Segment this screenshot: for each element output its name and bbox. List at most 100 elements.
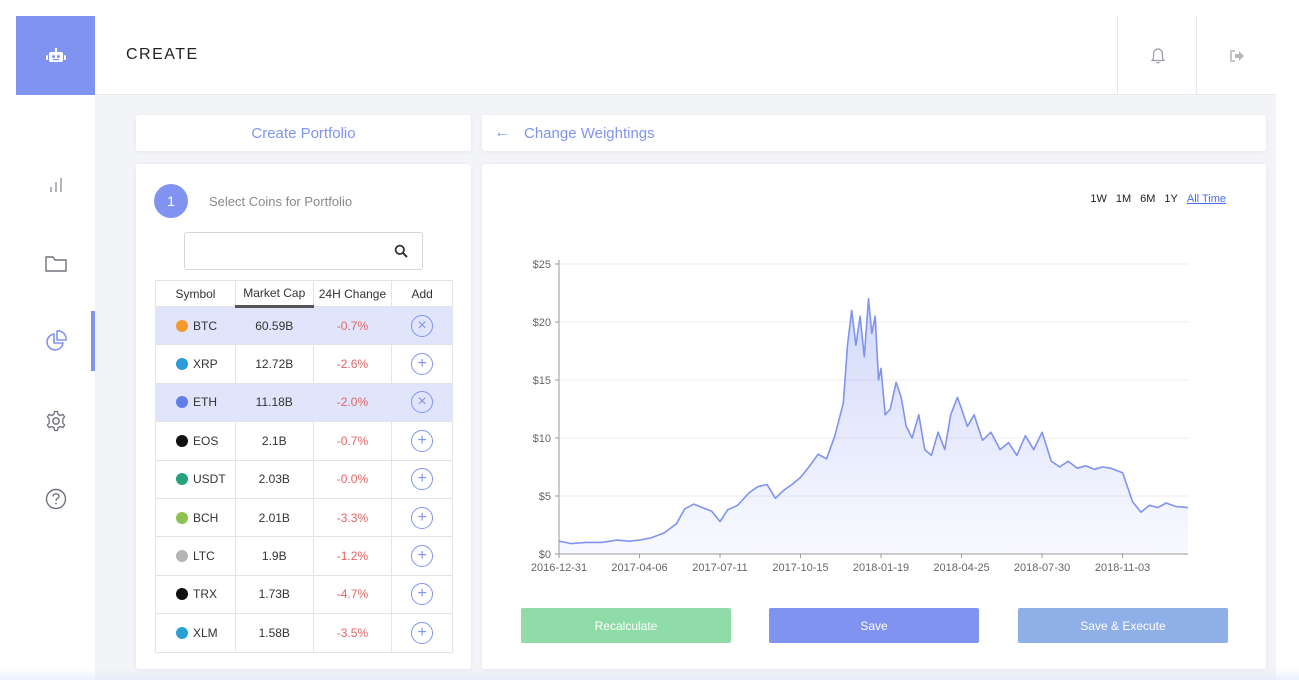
symbol-cell: ETH <box>155 382 236 423</box>
symbol-cell: LTC <box>155 536 236 576</box>
coin-symbol: BTC <box>193 318 217 333</box>
pie-chart-icon <box>45 330 67 351</box>
coin-symbol: EOS <box>193 433 219 448</box>
table-row[interactable]: LTC 1.9B -1.2% + <box>155 536 453 576</box>
symbol-cell: EOS <box>155 421 236 461</box>
range-all-time-button[interactable]: All Time <box>1186 193 1226 205</box>
create-portfolio-title: Create Portfolio <box>251 124 356 142</box>
add-coin-button[interactable]: + <box>411 621 434 644</box>
add-coin-button[interactable]: + <box>411 353 434 376</box>
change-cell: -2.0% <box>312 382 393 423</box>
coin-symbol: XLM <box>193 625 218 640</box>
gear-icon <box>46 410 65 432</box>
coin-ltc-icon <box>176 550 188 563</box>
coin-xlm-icon <box>176 626 188 639</box>
range-1m-button[interactable]: 1M <box>1115 193 1132 205</box>
create-portfolio-header: Create Portfolio <box>136 115 471 151</box>
market-cap-cell: 60.59B <box>234 305 314 346</box>
add-coin-button[interactable]: + <box>411 429 434 452</box>
sidebar-item-portfolio[interactable] <box>16 311 95 371</box>
symbol-cell: XLM <box>155 613 236 653</box>
time-range-selector: 1W 1M 6M 1Y All Time <box>1090 193 1226 205</box>
market-cap-cell: 1.9B <box>234 536 314 576</box>
market-cap-cell: 2.1B <box>234 421 314 461</box>
coin-table: Symbol Market Cap 24H Change Add BTC 60.5… <box>155 280 453 653</box>
sidebar-item-help[interactable] <box>16 469 95 529</box>
change-cell: -0.7% <box>312 305 393 346</box>
y-tick-label: $10 <box>533 433 551 445</box>
price-area <box>559 298 1188 554</box>
x-tick-label: 2018-11-03 <box>1095 562 1150 574</box>
sidebar-item-folder[interactable] <box>16 234 95 294</box>
save-execute-button[interactable]: Save & Execute <box>1018 608 1228 643</box>
notifications-button[interactable] <box>1117 16 1197 95</box>
coin-bch-icon <box>176 511 188 524</box>
x-tick-label: 2018-01-19 <box>853 562 909 574</box>
symbol-cell: USDT <box>155 459 236 499</box>
x-tick-label: 2017-10-15 <box>772 562 828 574</box>
table-row[interactable]: ETH 11.18B -2.0% × <box>155 382 453 423</box>
add-coin-button[interactable]: + <box>411 468 434 491</box>
add-cell: + <box>391 613 453 653</box>
price-line <box>558 298 1189 545</box>
symbol-cell: BTC <box>155 305 236 346</box>
table-row[interactable]: XRP 12.72B -2.6% + <box>155 344 453 384</box>
market-cap-cell: 12.72B <box>234 344 314 384</box>
column-header-symbol[interactable]: Symbol <box>155 280 236 307</box>
column-header-market-cap[interactable]: Market Cap <box>234 280 314 308</box>
y-tick-label: $15 <box>533 375 551 387</box>
remove-coin-button[interactable]: × <box>411 314 434 337</box>
add-coin-button[interactable]: + <box>411 545 434 568</box>
add-cell: + <box>391 344 453 384</box>
add-coin-button[interactable]: + <box>411 506 434 529</box>
coin-symbol: ETH <box>193 395 217 410</box>
range-6m-button[interactable]: 6M <box>1140 193 1156 205</box>
coin-xrp-icon <box>176 358 188 371</box>
y-tick-label: $0 <box>539 549 551 561</box>
bottom-fade <box>0 668 1299 680</box>
market-cap-cell: 1.73B <box>234 574 314 615</box>
table-row[interactable]: EOS 2.1B -0.7% + <box>155 421 453 461</box>
symbol-cell: TRX <box>155 574 236 615</box>
change-cell: -0.0% <box>312 459 393 499</box>
folder-icon <box>44 256 67 272</box>
bar-chart-icon <box>49 178 62 192</box>
column-header-24h-change[interactable]: 24H Change <box>312 280 393 307</box>
logout-button[interactable] <box>1196 16 1276 95</box>
y-tick-label: $5 <box>539 491 551 503</box>
change-weightings-header: ← Change Weightings <box>482 115 1266 151</box>
weightings-chart-panel: 1W 1M 6M 1Y All Time $0 $5 $10 $15 $20 $25 201… <box>482 164 1266 669</box>
change-cell: -3.5% <box>312 613 393 653</box>
market-cap-cell: 11.18B <box>234 382 314 423</box>
sidebar-item-analytics[interactable] <box>16 155 95 215</box>
change-cell: -4.7% <box>312 574 393 615</box>
range-1w-button[interactable]: 1W <box>1090 193 1107 205</box>
range-1y-button[interactable]: 1Y <box>1164 193 1178 205</box>
table-row[interactable]: BTC 60.59B -0.7% × <box>155 305 453 346</box>
bell-icon <box>1150 47 1165 63</box>
robot-logo-icon[interactable] <box>16 16 95 95</box>
recalculate-button[interactable]: Recalculate <box>521 608 731 643</box>
back-arrow-icon[interactable]: ← <box>494 124 510 141</box>
remove-coin-button[interactable]: × <box>411 391 434 414</box>
x-tick-label: 2018-07-30 <box>1014 562 1070 574</box>
table-row[interactable]: USDT 2.03B -0.0% + <box>155 459 453 499</box>
search-icon[interactable] <box>394 244 408 258</box>
search-input[interactable] <box>185 233 385 269</box>
table-row[interactable]: TRX 1.73B -4.7% + <box>155 574 453 615</box>
save-button[interactable]: Save <box>769 608 979 643</box>
app-window: CREATE <box>16 16 1276 680</box>
change-cell: -3.3% <box>312 497 393 538</box>
coin-search-field[interactable] <box>184 232 423 270</box>
table-row[interactable]: XLM 1.58B -3.5% + <box>155 613 453 653</box>
change-cell: -0.7% <box>312 421 393 461</box>
sidebar-item-settings[interactable] <box>16 391 95 451</box>
price-chart: $0 $5 $10 $15 $20 $25 2016-12-31 2017-04-06 2017… <box>531 259 1189 574</box>
x-tick-label: 2017-04-06 <box>611 562 667 574</box>
y-tick-label: $25 <box>533 259 551 271</box>
add-cell: + <box>391 421 453 461</box>
table-row[interactable]: BCH 2.01B -3.3% + <box>155 497 453 538</box>
add-coin-button[interactable]: + <box>411 583 434 606</box>
table-header-row: Symbol Market Cap 24H Change Add <box>155 280 453 308</box>
market-cap-cell: 2.03B <box>234 459 314 499</box>
